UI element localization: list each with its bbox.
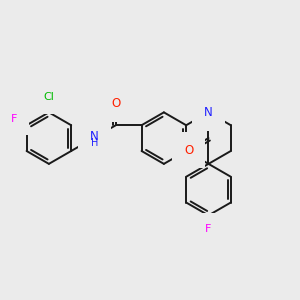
- Text: H: H: [91, 138, 98, 148]
- Text: N: N: [90, 130, 99, 142]
- Text: Cl: Cl: [44, 92, 54, 103]
- Text: N: N: [204, 106, 213, 119]
- Text: F: F: [11, 114, 18, 124]
- Text: O: O: [111, 97, 120, 110]
- Text: F: F: [205, 224, 212, 234]
- Text: O: O: [184, 143, 193, 157]
